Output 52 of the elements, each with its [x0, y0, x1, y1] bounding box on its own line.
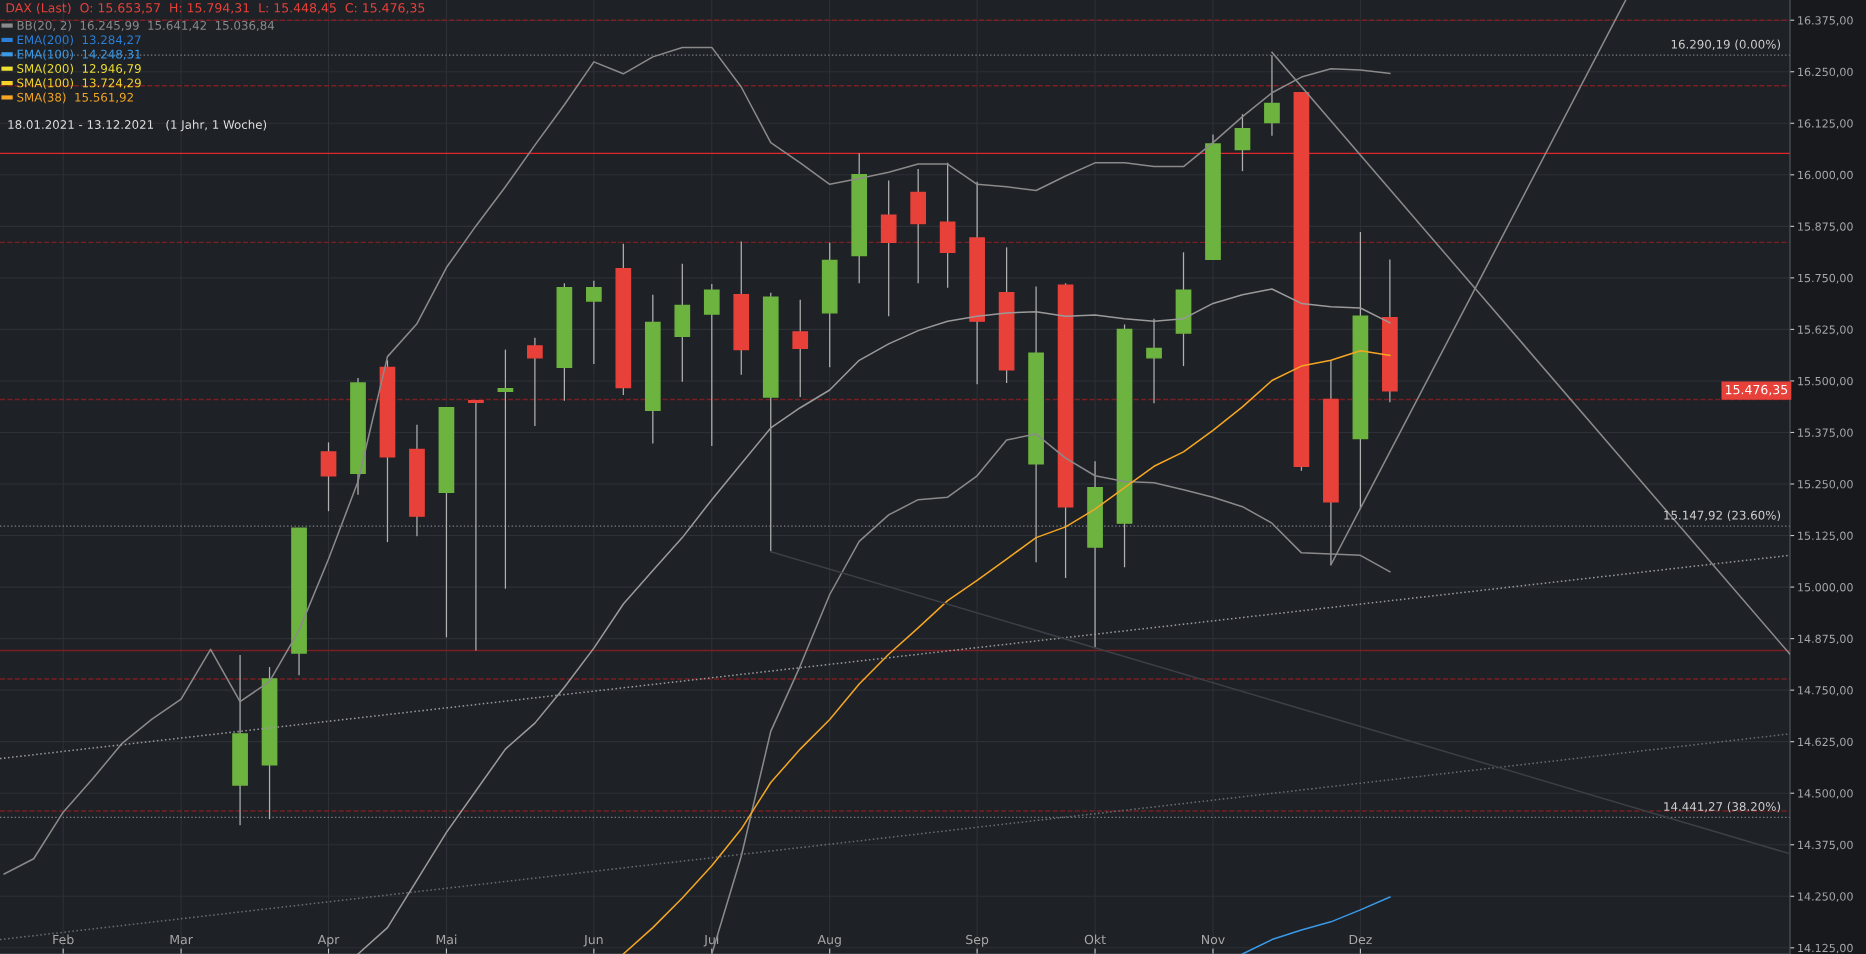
y-tick-label: 16.125,00: [1798, 119, 1853, 129]
y-tick-label: 15.500,00: [1798, 376, 1853, 387]
y-tick-label: 15.125,00: [1798, 531, 1853, 542]
x-tick-label: Dez: [1349, 934, 1372, 945]
legend-label: SMA(38) 15.561,92: [17, 92, 133, 104]
y-tick-label: 16.000,00: [1798, 170, 1853, 181]
ref-line-label: 16.290,19 (0.00%): [1671, 39, 1781, 51]
legend-label: EMA(100) 14.248,31: [17, 49, 141, 60]
y-tick-label: 15.000,00: [1798, 583, 1853, 593]
y-tick-label: 15.375,00: [1798, 428, 1853, 438]
y-tick-label: 14.125,00: [1798, 943, 1853, 954]
legend-label: BB(20, 2) 16.245,99 15.641,42 15.036,84: [17, 20, 275, 32]
y-tick-label: 14.875,00: [1798, 634, 1853, 645]
y-tick-label: 14.250,00: [1798, 892, 1853, 902]
line-series: [622, 350, 1391, 954]
legend-label: SMA(200) 12.946,79: [17, 63, 141, 75]
candlestick: [527, 337, 543, 427]
x-tick-label: Okt: [1084, 934, 1106, 945]
candlestick: [1234, 113, 1251, 172]
candlestick: [468, 400, 484, 652]
x-tick-label: Apr: [317, 934, 340, 947]
x-tick-label: Mar: [170, 934, 193, 945]
x-tick-label: Sep: [966, 934, 989, 947]
candlestick: [1146, 318, 1162, 404]
y-tick-label: 15.750,00: [1798, 273, 1853, 284]
y-tick-label: 14.625,00: [1798, 737, 1853, 748]
y-tick-label: 15.875,00: [1798, 222, 1853, 232]
y-tick-label: 14.750,00: [1798, 686, 1853, 696]
y-tick-label: 16.250,00: [1798, 67, 1853, 78]
x-tick-label: Feb: [53, 934, 74, 945]
annotation: 18.01.2021 - 13.12.2021 (1 Jahr, 1 Woche): [8, 119, 267, 132]
candlestick: [703, 283, 720, 447]
candlestick: [320, 441, 337, 512]
candlestick: [586, 280, 602, 365]
legend-label: SMA(100) 13.724,29: [17, 78, 141, 89]
line-series: [1241, 896, 1391, 954]
y-tick-label: 14.500,00: [1798, 789, 1853, 799]
legend-label: EMA(200) 13.284,27: [17, 35, 141, 46]
ref-line-label: 14.441,27 (38.20%): [1664, 801, 1781, 813]
y-tick-label: 15.250,00: [1798, 479, 1853, 490]
x-tick-label: Aug: [817, 934, 841, 947]
chart-title: DAX (Last) O: 15.653,57 H: 15.794,31 L: 15.448,45 C: 15.476,35: [6, 2, 425, 15]
y-tick-label: 16.375,00: [1798, 16, 1853, 26]
annotation: 15.476,35: [1725, 384, 1788, 396]
x-tick-label: Mai: [436, 934, 457, 945]
candlestick: [792, 299, 809, 398]
x-tick-label: Jun: [583, 934, 603, 947]
candlestick: [497, 348, 514, 590]
y-tick-label: 15.625,00: [1798, 325, 1853, 335]
x-tick-label: Nov: [1202, 934, 1225, 945]
candlestick: [1264, 54, 1280, 137]
y-tick-label: 14.375,00: [1798, 840, 1853, 851]
